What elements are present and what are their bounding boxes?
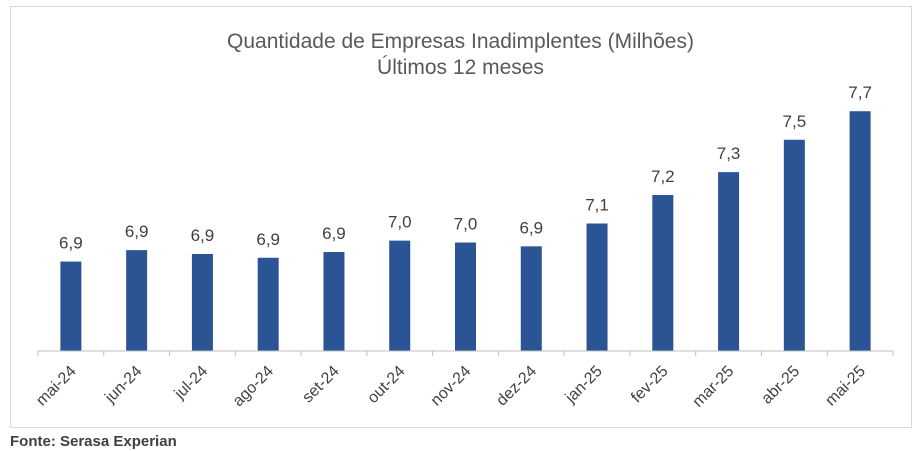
tick-label-mai-24: mai-24 [33, 363, 80, 410]
data-label-jun-24: 6,9 [125, 222, 149, 241]
data-labels-group: 6,9 6,9 6,9 6,9 6,9 7,0 7,0 6,9 7,1 7,2 7,3 7,5 7,7 [59, 83, 872, 252]
bar-out-24 [389, 240, 411, 351]
tick-label-dez-24: dez-24 [493, 363, 540, 410]
tick-label-ago-24: ago-24 [230, 363, 277, 410]
data-label-set-24: 6,9 [322, 224, 346, 243]
x-axis [37, 350, 894, 356]
bars-group [60, 111, 871, 351]
tick-label-mai-25: mai-25 [822, 363, 869, 410]
chart-subtitle: Últimos 12 meses [377, 56, 544, 79]
data-label-jan-25: 7,1 [585, 196, 609, 215]
bar-mai-25 [849, 111, 871, 351]
tick-label-mar-25: mar-25 [690, 363, 738, 411]
tick-label-jun-24: jun-24 [101, 363, 145, 407]
bar-mar-25 [718, 172, 740, 351]
data-label-nov-24: 7,0 [454, 215, 478, 234]
bar-mai-24 [60, 261, 82, 351]
data-label-jul-24: 6,9 [191, 226, 215, 245]
data-label-abr-25: 7,5 [783, 112, 807, 131]
chart-title: Quantidade de Empresas Inadimplentes (Mi… [227, 30, 694, 53]
data-label-ago-24: 6,9 [256, 230, 280, 249]
tick-label-abr-25: abr-25 [758, 363, 803, 408]
bar-jan-25 [586, 223, 608, 351]
tick-labels-group: mai-24 jun-24 jul-24 ago-24 set-24 out-24 nov-… [33, 363, 869, 411]
data-label-fev-25: 7,2 [651, 167, 675, 186]
data-label-mar-25: 7,3 [717, 144, 741, 163]
tick-label-set-24: set-24 [299, 363, 343, 407]
bar-jul-24 [191, 253, 213, 351]
bar-ago-24 [257, 257, 279, 351]
tick-label-fev-25: fev-25 [628, 363, 672, 407]
bar-dez-24 [520, 246, 542, 351]
tick-label-jul-24: jul-24 [171, 363, 211, 403]
tick-label-nov-24: nov-24 [428, 363, 475, 410]
bar-nov-24 [455, 242, 476, 351]
data-label-out-24: 7,0 [388, 213, 412, 232]
source-note: Fonte: Serasa Experian [10, 433, 177, 450]
data-label-mai-24: 6,9 [59, 234, 83, 253]
bar-jun-24 [126, 250, 148, 351]
tick-label-jan-25: jan-25 [562, 363, 606, 407]
data-label-dez-24: 6,9 [519, 218, 543, 237]
chart-frame [10, 6, 912, 428]
tick-label-out-24: out-24 [364, 363, 408, 407]
bar-abr-25 [783, 139, 805, 351]
bar-fev-25 [652, 194, 674, 351]
bar-set-24 [323, 252, 345, 351]
data-label-mai-25: 7,7 [848, 83, 872, 102]
